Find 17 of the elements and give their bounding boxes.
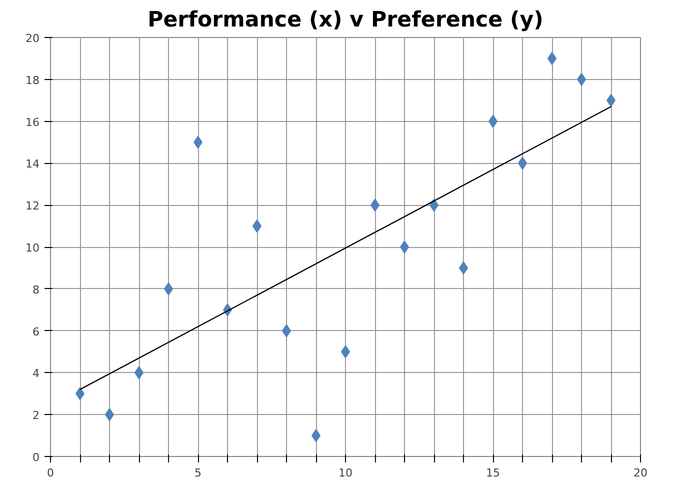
y-tick-label: 10 [26,242,40,254]
x-tick-label: 0 [47,466,54,480]
y-tick-label: 18 [26,74,40,87]
x-tick-label: 10 [338,466,352,480]
y-tick-label: 16 [26,116,40,129]
y-tick-label: 6 [32,325,40,338]
y-tick-label: 8 [32,283,40,296]
y-tick-label: 12 [26,200,40,213]
y-tick-label: 0 [32,451,40,464]
y-tick-label: 4 [32,367,40,380]
y-tick-label: 14 [26,158,40,171]
x-tick-label: 20 [634,466,648,480]
x-tick-label: 15 [486,466,500,480]
y-tick-label: 2 [32,409,40,422]
y-tick-label: 20 [26,32,40,45]
x-tick-label: 5 [194,466,202,480]
chart-title: Performance (x) v Preference (y) [148,8,544,32]
